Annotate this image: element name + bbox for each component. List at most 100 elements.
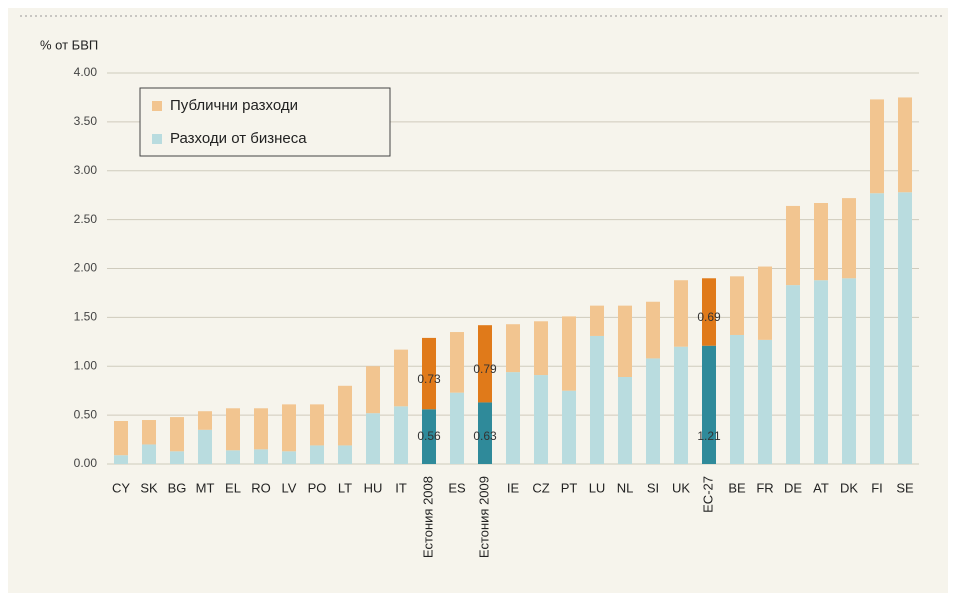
x-tick-label: DK <box>840 480 858 495</box>
bar-segment <box>310 445 324 464</box>
y-tick-label: 0.50 <box>74 407 98 421</box>
bar-segment <box>114 420 128 456</box>
legend-box <box>139 87 391 157</box>
bar-segment <box>394 406 408 464</box>
bar-segment <box>226 408 240 451</box>
y-tick-label: 2.00 <box>74 261 98 275</box>
bar-segment <box>590 305 604 336</box>
y-tick-label: 3.50 <box>74 114 98 128</box>
bar-segment <box>562 390 576 464</box>
bar-segment <box>366 413 380 464</box>
bar-segment <box>730 276 744 335</box>
x-tick-label: SK <box>140 480 158 495</box>
x-tick-label: BE <box>728 480 746 495</box>
y-axis-label: % от БВП <box>40 37 98 52</box>
bar-segment <box>338 385 352 446</box>
bar-segment <box>758 266 772 340</box>
bar-segment <box>674 346 688 464</box>
x-tick-label: Естония 2009 <box>476 476 491 558</box>
bar-segment <box>702 278 716 346</box>
bar-segment <box>450 332 464 393</box>
value-label: 1.21 <box>697 429 721 443</box>
bar-segment <box>338 445 352 464</box>
bar-segment <box>450 392 464 464</box>
x-tick-label: PT <box>561 480 578 495</box>
x-tick-label: BG <box>168 480 187 495</box>
bar-segment <box>814 203 828 281</box>
bar-segment <box>366 366 380 414</box>
bar-segment <box>842 278 856 464</box>
bar-segment <box>142 420 156 445</box>
bar-segment <box>310 404 324 446</box>
bar-segment <box>478 402 492 464</box>
y-tick-label: 1.50 <box>74 310 98 324</box>
x-tick-label: SI <box>647 480 659 495</box>
bar-segment <box>730 334 744 464</box>
y-tick-label: 2.50 <box>74 212 98 226</box>
bar-segment <box>226 450 240 464</box>
bar-segment <box>646 358 660 464</box>
bar-segment <box>142 444 156 464</box>
bar-segment <box>170 451 184 464</box>
bar-segment <box>702 345 716 464</box>
y-tick-label: 1.00 <box>74 358 98 372</box>
bar-segment <box>422 337 436 410</box>
bar-segment <box>870 193 884 465</box>
bar-segment <box>282 404 296 452</box>
legend-swatch <box>152 101 162 111</box>
x-tick-label: IT <box>395 480 407 495</box>
x-tick-label: ЕС-27 <box>700 476 715 513</box>
bar-segment <box>254 449 268 464</box>
x-tick-label: CZ <box>532 480 549 495</box>
value-label: 0.79 <box>473 362 497 376</box>
x-tick-label: RO <box>251 480 271 495</box>
legend-label: Публични разходи <box>170 97 298 114</box>
legend-swatch <box>152 134 162 144</box>
bar-segment <box>618 377 632 464</box>
x-tick-label: IE <box>507 480 520 495</box>
value-label: 0.73 <box>417 372 441 386</box>
value-label: 0.56 <box>417 429 441 443</box>
bar-segment <box>506 372 520 464</box>
bar-segment <box>842 198 856 279</box>
x-tick-label: Естония 2008 <box>420 476 435 558</box>
x-tick-label: FR <box>756 480 773 495</box>
bar-segment <box>534 375 548 464</box>
bar-segment <box>114 455 128 464</box>
value-label: 0.69 <box>697 310 721 324</box>
bar-segment <box>562 316 576 391</box>
bar-segment <box>786 285 800 464</box>
bar-segment <box>254 408 268 450</box>
x-tick-label: UK <box>672 480 690 495</box>
x-tick-label: MT <box>196 480 215 495</box>
bar-segment <box>478 325 492 403</box>
bar-segment <box>870 99 884 194</box>
x-tick-label: ES <box>448 480 466 495</box>
y-tick-label: 3.00 <box>74 163 98 177</box>
bar-segment <box>898 97 912 193</box>
x-tick-label: AT <box>813 480 829 495</box>
bar-segment <box>646 301 660 359</box>
x-tick-label: SE <box>896 480 914 495</box>
bar-segment <box>394 349 408 407</box>
legend-label: Разходи от бизнеса <box>170 130 307 147</box>
x-tick-label: CY <box>112 480 130 495</box>
value-label: 0.63 <box>473 429 497 443</box>
bar-segment <box>506 324 520 373</box>
bar-segment <box>814 280 828 464</box>
bar-segment <box>198 429 212 464</box>
bar-segment <box>758 339 772 464</box>
bar-segment <box>422 409 436 464</box>
bar-segment <box>198 411 212 430</box>
x-tick-label: NL <box>617 480 634 495</box>
bar-segment <box>786 205 800 286</box>
x-tick-label: FI <box>871 480 883 495</box>
bar-segment <box>534 321 548 376</box>
x-tick-label: PO <box>308 480 327 495</box>
y-tick-label: 4.00 <box>74 65 98 79</box>
bar-segment <box>674 280 688 347</box>
x-tick-label: LT <box>338 480 352 495</box>
x-tick-label: EL <box>225 480 241 495</box>
x-tick-label: LU <box>589 480 606 495</box>
